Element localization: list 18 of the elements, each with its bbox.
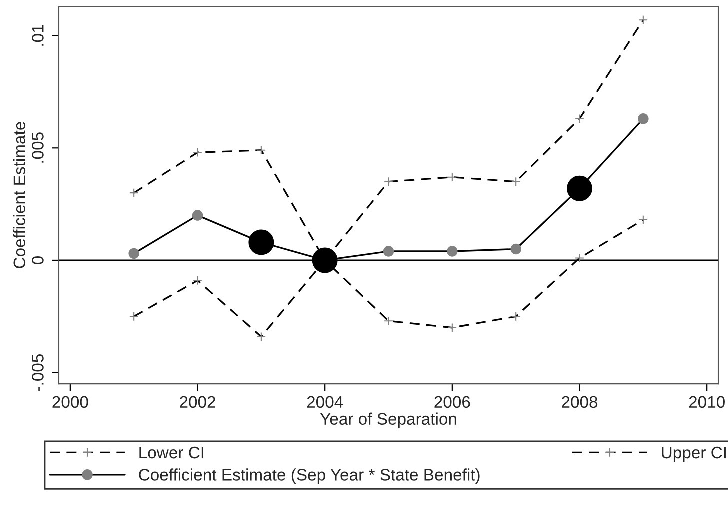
x-tick-label: 2004: [307, 396, 344, 408]
y-tick-label: .005: [32, 132, 44, 163]
x-axis-title: Year of Separation: [320, 412, 456, 428]
x-tick-label: 2002: [180, 396, 216, 408]
y-axis-title: Coefficient Estimate: [13, 122, 26, 268]
y-tick-label: .01: [32, 25, 44, 46]
legend-label: Lower CI: [140, 446, 204, 459]
x-tick-label: 2000: [52, 396, 88, 408]
legend-label: Upper CI: [662, 446, 726, 462]
legend-label: Coefficient Estimate (Sep Year * State Benefit): [139, 468, 480, 484]
x-tick-label: 2006: [434, 396, 470, 408]
point: [567, 176, 592, 202]
point: [248, 230, 274, 256]
x-tick-label: 2008: [562, 396, 598, 408]
x-tick-label: 2010: [689, 396, 725, 408]
point: [312, 248, 338, 274]
y-tick-label: 0: [32, 256, 44, 264]
y-tick-label: -.005: [32, 354, 44, 392]
